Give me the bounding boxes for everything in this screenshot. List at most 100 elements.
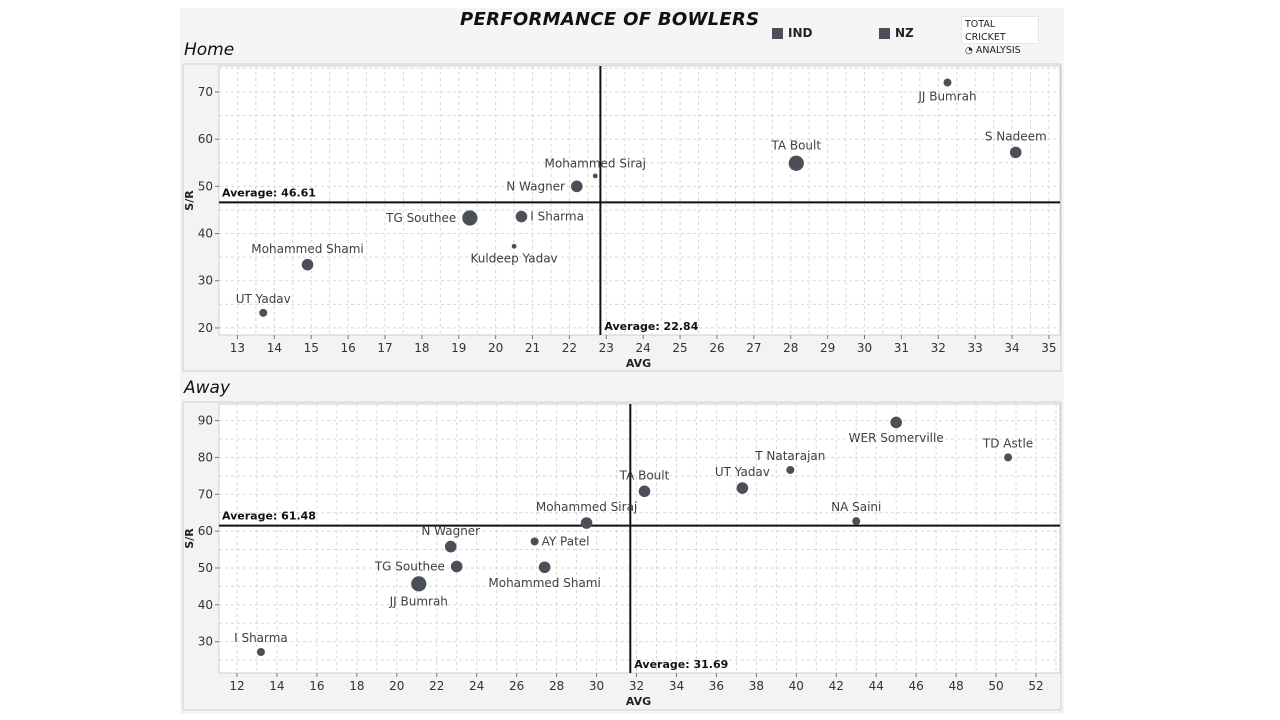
home-x-tick-label: 16 [340,341,355,355]
away-point-ay-patel [530,537,539,546]
home-x-tick-label: 33 [968,341,983,355]
home-plot-area [218,65,1061,336]
home-y-tick-label: 70 [198,85,213,99]
home-avg-label-x: Average: 22.84 [604,320,698,333]
away-point-t-natarajan [786,465,795,474]
away-y-axis-title: S/R [183,528,196,549]
away-point-label-na-saini: NA Saini [831,500,881,514]
logo-line-1: TOTAL CRICKET [965,19,1006,43]
away-x-tick-label: 16 [309,679,324,693]
home-point-ta-boult [788,155,804,171]
away-x-tick-label: 24 [469,679,484,693]
away-x-tick-label: 46 [909,679,924,693]
away-point-ta-boult [638,485,651,498]
away-point-label-td-astle: TD Astle [982,436,1033,450]
home-x-tick-label: 30 [857,341,872,355]
away-x-tick-label: 42 [829,679,844,693]
home-section-title: Home [184,40,235,60]
away-x-tick-label: 26 [509,679,524,693]
legend-swatch-nz [879,27,890,39]
away-point-i-sharma [256,647,265,656]
away-y-tick-label: 60 [198,524,213,538]
home-x-axis-title: AVG [626,357,651,370]
away-x-axis-title: AVG [626,695,651,708]
home-point-label-ta-boult: TA Boult [770,139,821,153]
away-x-tick-label: 30 [589,679,604,693]
home-y-tick-label: 50 [198,179,213,193]
away-point-label-n-wagner: N Wagner [421,524,480,538]
away-point-label-jj-bumrah: JJ Bumrah [389,594,448,608]
home-y-axis-title: S/R [183,190,196,211]
away-point-ut-yadav [736,482,749,494]
legend-item-nz[interactable]: NZ [879,26,914,40]
home-point-label-i-sharma: I Sharma [530,210,584,224]
home-x-tick-label: 19 [451,341,466,355]
away-point-label-tg-southee: TG Southee [374,560,445,574]
home-point-label-kuldeep-yadav: Kuldeep Yadav [471,252,558,266]
away-point-label-i-sharma: I Sharma [234,631,288,645]
legend-swatch-ind [772,27,783,39]
home-x-tick-label: 23 [599,341,614,355]
legend-label-ind: IND [788,26,813,40]
away-point-mohammed-shami [538,561,551,574]
home-point-jj-bumrah [943,78,952,87]
home-x-tick-label: 15 [304,341,319,355]
away-y-tick-label: 50 [198,561,213,575]
home-point-label-ut-yadav: UT Yadav [236,292,291,306]
home-x-tick-label: 22 [562,341,577,355]
home-point-mohammed-siraj [592,173,598,179]
away-point-label-t-natarajan: T Natarajan [754,449,825,463]
home-x-tick-label: 29 [820,341,835,355]
away-avg-label-y: Average: 61.48 [222,510,316,523]
away-x-tick-label: 32 [629,679,644,693]
away-x-tick-label: 12 [229,679,244,693]
home-point-label-mohammed-siraj: Mohammed Siraj [545,157,646,171]
home-point-i-sharma [515,210,528,223]
home-point-s-nadeem [1009,146,1022,159]
away-x-tick-label: 34 [669,679,684,693]
away-point-wer-somerville [890,416,902,429]
home-point-label-s-nadeem: S Nadeem [985,130,1047,144]
away-x-tick-label: 50 [988,679,1003,693]
away-point-td-astle [1004,453,1013,462]
home-x-tick-label: 28 [783,341,798,355]
away-point-mohammed-siraj [580,517,593,529]
away-point-label-wer-somerville: WER Somerville [849,431,944,445]
away-section-title: Away [184,378,231,398]
home-x-tick-label: 25 [672,341,687,355]
home-x-tick-label: 34 [1004,341,1019,355]
away-point-label-ay-patel: AY Patel [542,534,590,548]
away-x-tick-label: 44 [869,679,884,693]
away-x-tick-label: 52 [1028,679,1043,693]
home-point-kuldeep-yadav [511,243,517,249]
away-x-tick-label: 22 [429,679,444,693]
legend-label-nz: NZ [895,26,914,40]
logo-line-2: ANALYSIS [975,45,1021,56]
home-x-tick-label: 21 [525,341,540,355]
home-y-tick-label: 60 [198,132,213,146]
home-point-n-wagner [570,180,583,193]
legend-item-ind[interactable]: IND [772,26,812,40]
away-x-tick-label: 18 [349,679,364,693]
away-point-label-ut-yadav: UT Yadav [715,465,770,479]
home-x-tick-label: 31 [894,341,909,355]
away-point-tg-southee [450,560,463,573]
home-point-tg-southee [462,210,478,226]
away-plot-area [218,403,1061,674]
away-y-tick-label: 90 [198,414,213,428]
home-y-tick-label: 30 [198,274,213,288]
home-point-label-tg-southee: TG Southee [385,211,456,225]
home-y-tick-label: 20 [198,321,213,335]
chart-title: PERFORMANCE OF BOWLERS [460,9,760,30]
home-x-tick-label: 27 [746,341,761,355]
home-point-label-n-wagner: N Wagner [506,179,565,193]
home-point-mohammed-shami [301,258,314,271]
pie-logo-icon: ◔ [965,46,973,56]
away-point-na-saini [852,517,861,526]
home-point-label-jj-bumrah: JJ Bumrah [917,90,976,104]
away-x-tick-label: 20 [389,679,404,693]
away-point-jj-bumrah [411,576,427,592]
away-y-tick-label: 30 [198,635,213,649]
home-x-tick-label: 13 [230,341,245,355]
